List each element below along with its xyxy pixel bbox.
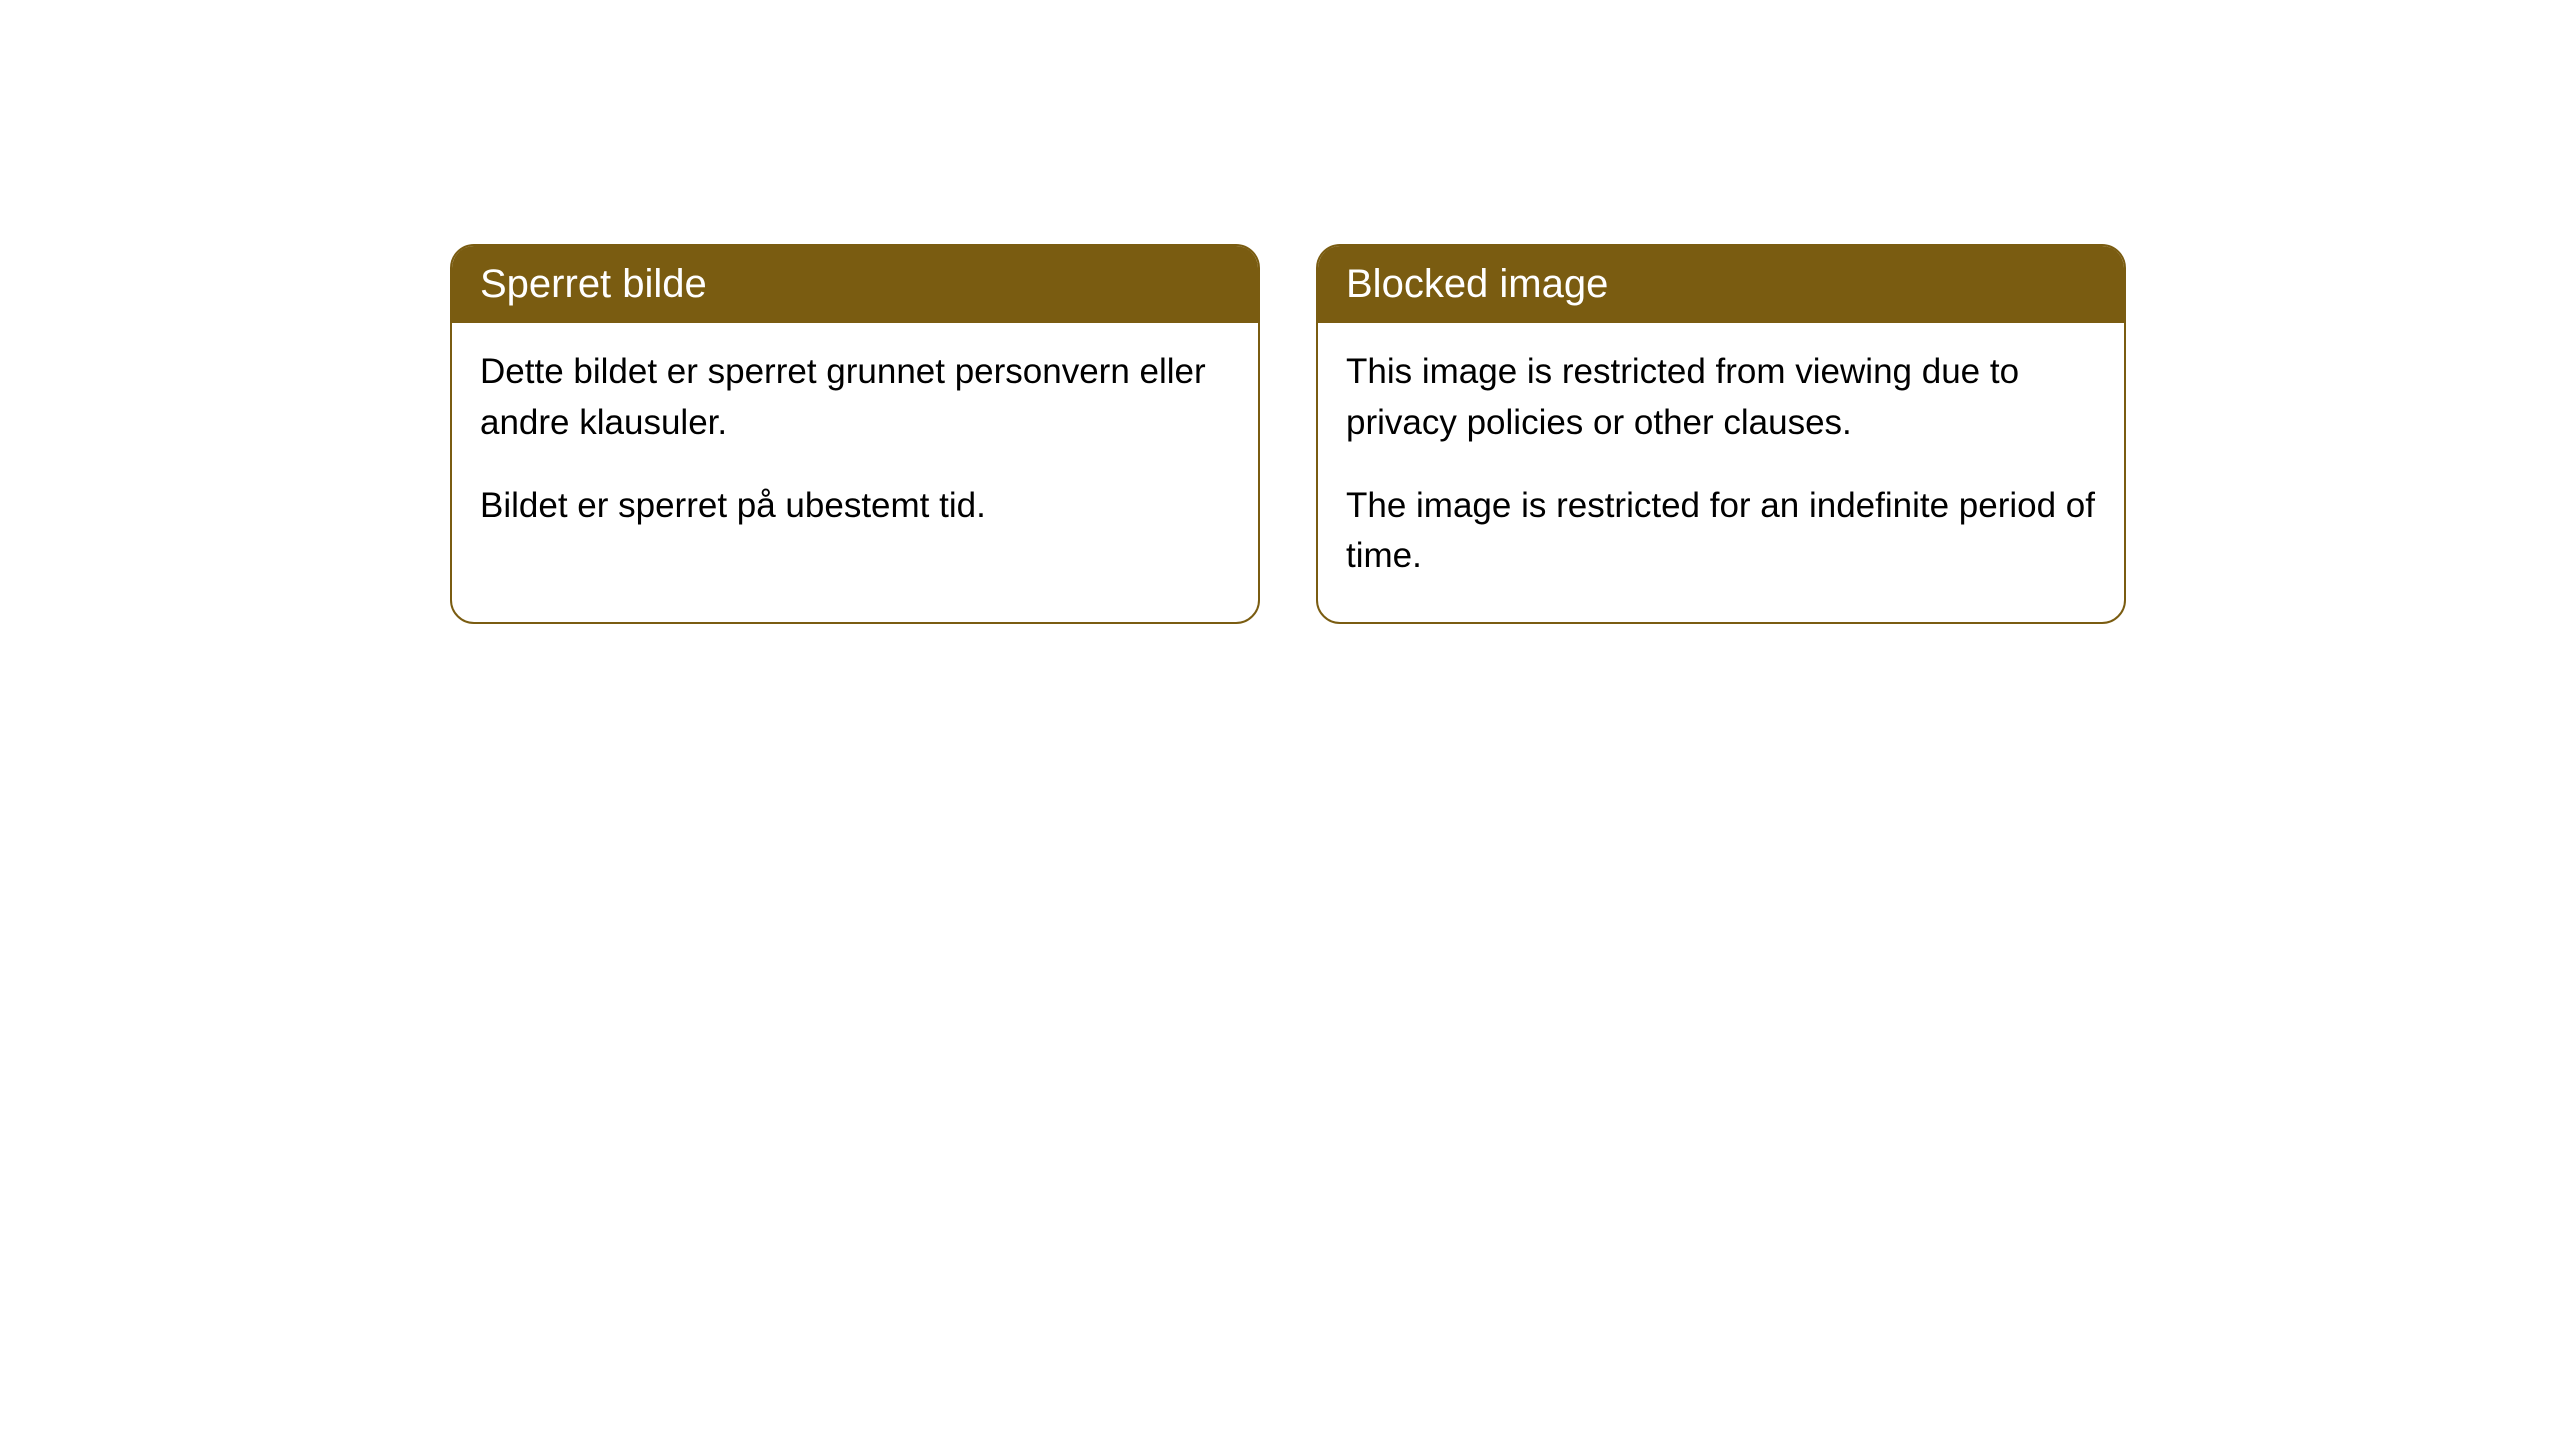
- card-header-norwegian: Sperret bilde: [452, 246, 1258, 323]
- card-paragraph-2: The image is restricted for an indefinit…: [1346, 481, 2096, 583]
- card-title: Sperret bilde: [480, 262, 707, 306]
- cards-container: Sperret bilde Dette bildet er sperret gr…: [450, 244, 2126, 624]
- card-paragraph-2: Bildet er sperret på ubestemt tid.: [480, 481, 1230, 532]
- card-paragraph-1: Dette bildet er sperret grunnet personve…: [480, 347, 1230, 449]
- card-header-english: Blocked image: [1318, 246, 2124, 323]
- card-paragraph-1: This image is restricted from viewing du…: [1346, 347, 2096, 449]
- card-english: Blocked image This image is restricted f…: [1316, 244, 2126, 624]
- card-title: Blocked image: [1346, 262, 1608, 306]
- card-norwegian: Sperret bilde Dette bildet er sperret gr…: [450, 244, 1260, 624]
- card-body-english: This image is restricted from viewing du…: [1318, 323, 2124, 622]
- card-body-norwegian: Dette bildet er sperret grunnet personve…: [452, 323, 1258, 571]
